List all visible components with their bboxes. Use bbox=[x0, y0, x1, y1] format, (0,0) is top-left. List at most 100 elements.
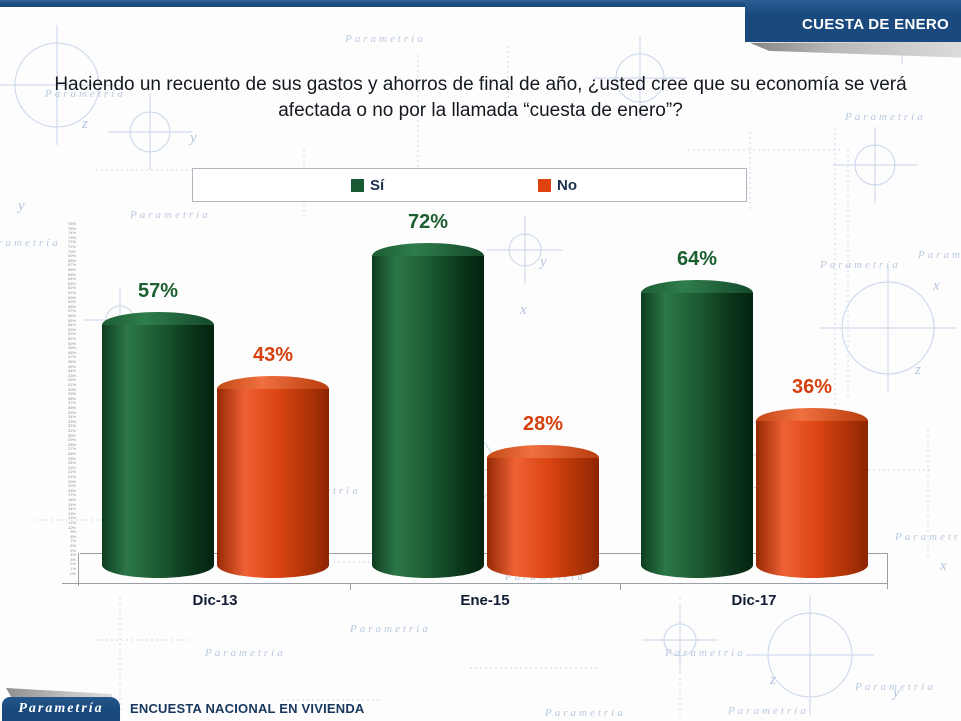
y-tick-label: 3% bbox=[70, 556, 76, 562]
y-tick-label: 54% bbox=[67, 322, 76, 328]
y-tick-label: 6% bbox=[70, 543, 76, 548]
svg-text:Parametría: Parametría bbox=[917, 249, 961, 261]
bar-no-ene-15 bbox=[487, 445, 599, 578]
svg-text:Parametría: Parametría bbox=[44, 88, 126, 100]
y-tick-label: 45% bbox=[67, 363, 76, 369]
y-tick-label: 71% bbox=[67, 244, 76, 249]
y-tick-label: 5% bbox=[70, 547, 76, 553]
y-tick-label: 69% bbox=[67, 253, 76, 259]
plot-floor-back-edge bbox=[80, 553, 888, 554]
y-tick-label: 40% bbox=[67, 386, 76, 392]
y-tick-label: 35% bbox=[67, 409, 76, 415]
legend-no-swatch-icon bbox=[538, 178, 551, 192]
y-tick-label: 76% bbox=[67, 221, 76, 226]
y-tick-label: 24% bbox=[67, 460, 76, 466]
svg-text:Parametría: Parametría bbox=[129, 209, 211, 221]
y-tick-label: 9% bbox=[70, 529, 76, 535]
y-tick-label: 34% bbox=[67, 414, 76, 420]
bar-no-dic-17 bbox=[756, 408, 868, 578]
cylinder-body bbox=[372, 256, 484, 578]
y-tick-label: 51% bbox=[67, 336, 76, 341]
svg-text:Parametría: Parametría bbox=[349, 623, 431, 635]
value-label-no-ene-15: 28% bbox=[522, 413, 564, 435]
value-label-no-dic-13: 43% bbox=[252, 344, 294, 366]
svg-text:Parametría: Parametría bbox=[204, 647, 286, 659]
question-text: Haciendo un recuento de sus gastos y aho… bbox=[54, 74, 907, 121]
category-label-dic-13: Dic-13 bbox=[192, 592, 238, 609]
category-label-ene-15: Ene-15 bbox=[460, 592, 510, 609]
y-tick-label: 31% bbox=[67, 428, 76, 433]
y-tick-label: 18% bbox=[67, 487, 76, 493]
y-tick-label: 27% bbox=[67, 446, 76, 452]
plot-floor-left-edge bbox=[78, 553, 79, 586]
y-tick-label: 70% bbox=[67, 248, 76, 254]
category-axis-tick bbox=[350, 583, 351, 590]
y-tick-label: 59% bbox=[67, 299, 76, 305]
y-tick-label: 65% bbox=[67, 271, 76, 277]
y-tick-label: 10% bbox=[67, 524, 76, 530]
header-banner: CUESTA DE ENERO bbox=[745, 0, 961, 42]
y-tick-label: 63% bbox=[67, 280, 76, 286]
legend-item-si: Sí bbox=[351, 169, 384, 201]
svg-text:Parametría: Parametría bbox=[544, 707, 626, 719]
y-tick-label: 47% bbox=[67, 354, 76, 360]
value-label-no-dic-17: 36% bbox=[791, 376, 833, 398]
footer-ribbon-fold bbox=[6, 688, 112, 699]
cylinder-body bbox=[217, 389, 329, 578]
y-tick-label: 61% bbox=[67, 290, 76, 295]
cylinder-body bbox=[641, 293, 753, 578]
y-tick-label: 60% bbox=[67, 294, 76, 300]
y-tick-label: 49% bbox=[67, 345, 76, 351]
y-tick-label: 30% bbox=[67, 432, 76, 438]
y-tick-label: 2% bbox=[70, 561, 76, 567]
legend-no-label: No bbox=[557, 176, 577, 194]
value-label-si-ene-15: 72% bbox=[407, 211, 449, 233]
bar-no-dic-13 bbox=[217, 376, 329, 578]
y-tick-label: 53% bbox=[67, 326, 76, 332]
bar-si-ene-15 bbox=[372, 243, 484, 578]
y-tick-label: 8% bbox=[70, 533, 76, 539]
plot-floor-right-edge bbox=[887, 553, 888, 589]
y-tick-label: 22% bbox=[67, 469, 76, 475]
y-tick-label: 72% bbox=[67, 239, 76, 245]
y-tick-label: 39% bbox=[67, 391, 76, 397]
y-tick-label: 17% bbox=[67, 492, 76, 498]
y-tick-label: 13% bbox=[67, 510, 76, 516]
cylinder-body bbox=[102, 325, 214, 578]
y-tick-label: 19% bbox=[67, 483, 76, 489]
svg-text:z: z bbox=[914, 362, 921, 378]
header-top-strip bbox=[0, 0, 961, 7]
value-label-si-dic-17: 64% bbox=[676, 248, 718, 270]
y-tick-label: 67% bbox=[67, 262, 76, 268]
y-tick-label: 62% bbox=[67, 285, 76, 291]
y-tick-label: 66% bbox=[67, 267, 76, 272]
y-tick-label: 29% bbox=[67, 437, 76, 443]
y-tick-label: 56% bbox=[67, 313, 76, 318]
y-tick-label: 52% bbox=[67, 331, 76, 337]
svg-text:Parametría: Parametría bbox=[0, 237, 61, 249]
category-label-dic-17: Dic-17 bbox=[731, 592, 777, 609]
y-tick-label: 11% bbox=[68, 520, 76, 525]
y-tick-label: 42% bbox=[67, 377, 76, 383]
y-tick-label: 75% bbox=[67, 225, 76, 231]
y-tick-label: 32% bbox=[67, 423, 76, 429]
y-tick-label: 36% bbox=[67, 405, 76, 410]
legend-si-swatch-icon bbox=[351, 178, 364, 192]
svg-text:Parametría: Parametría bbox=[664, 647, 746, 659]
svg-text:x: x bbox=[932, 278, 940, 294]
y-tick-label: 0% bbox=[70, 570, 76, 576]
y-tick-label: 1% bbox=[70, 566, 76, 571]
y-tick-label: 4% bbox=[70, 552, 76, 558]
svg-text:z: z bbox=[769, 672, 776, 688]
svg-text:y: y bbox=[891, 685, 900, 701]
y-tick-label: 12% bbox=[67, 515, 76, 521]
svg-text:Parametría: Parametría bbox=[844, 111, 926, 123]
y-tick-label: 44% bbox=[67, 368, 76, 374]
y-tick-label: 26% bbox=[67, 451, 76, 456]
y-tick-label: 50% bbox=[67, 340, 76, 346]
svg-text:y: y bbox=[188, 130, 197, 146]
y-tick-label: 28% bbox=[67, 441, 76, 447]
svg-text:y: y bbox=[16, 198, 25, 214]
